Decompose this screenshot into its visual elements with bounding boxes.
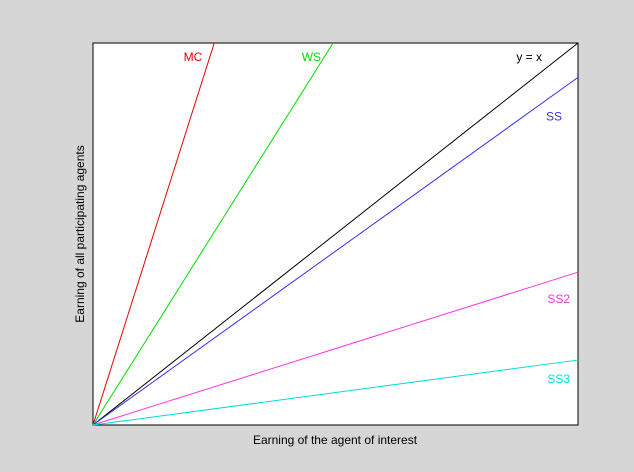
series-line-ws [92,42,334,426]
y-axis-label: Earning of all participating agents [73,145,87,322]
series-line-ss3 [92,359,579,426]
series-label-ss3: SS3 [547,372,570,386]
series-line-ss [92,76,579,426]
series-label-ws: WS [302,50,321,64]
x-axis-label: Earning of the agent of interest [253,433,418,447]
series-label-mc: MC [184,50,203,64]
series-label-ss2: SS2 [547,292,570,306]
series-label-yx: y = x [516,50,542,64]
series-lines [92,42,579,426]
series-line-ss2 [92,271,579,426]
series-line-yx [92,42,579,426]
series-labels: MC WS y = x SS SS2 SS3 [184,50,571,386]
series-line-mc [92,42,215,426]
series-label-ss: SS [546,109,562,123]
